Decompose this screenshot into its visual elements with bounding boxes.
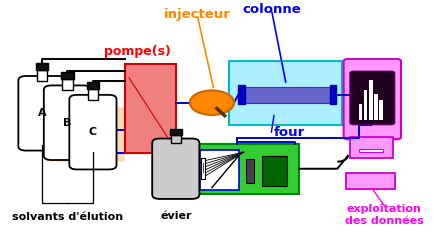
Text: solvants d'élution: solvants d'élution [12,212,123,222]
FancyBboxPatch shape [44,85,91,160]
Bar [87,82,99,88]
Text: B: B [63,118,72,128]
Bar [349,137,391,158]
Text: colonne: colonne [241,3,300,16]
Text: pompe(s): pompe(s) [104,45,171,59]
Text: A: A [37,108,46,118]
Text: four: four [273,126,304,139]
Bar [37,70,47,81]
Text: injecteur: injecteur [163,8,230,21]
Bar [228,61,341,125]
Bar [88,88,98,100]
Bar [241,87,330,103]
Bar [368,80,372,120]
Bar [246,159,253,183]
Bar [62,79,72,90]
Bar [378,100,382,120]
Bar [329,85,335,104]
Bar [194,144,298,194]
Bar [125,64,175,153]
FancyBboxPatch shape [349,71,394,125]
Text: évier: évier [160,211,191,221]
FancyBboxPatch shape [69,95,116,169]
Bar [200,150,238,190]
Bar [169,129,181,135]
Bar [238,85,244,104]
Bar [358,104,362,120]
FancyBboxPatch shape [46,107,125,162]
Bar [261,156,286,186]
Bar [61,72,73,79]
Circle shape [189,90,233,115]
Bar [363,90,367,120]
Bar [373,94,377,120]
FancyBboxPatch shape [343,59,400,139]
FancyBboxPatch shape [18,76,66,151]
Bar [358,149,382,152]
Text: C: C [89,127,97,137]
Bar [36,63,48,70]
Bar [345,173,394,189]
Bar [170,135,181,143]
Text: exploitation
des données: exploitation des données [344,204,422,226]
Bar [201,158,204,179]
FancyBboxPatch shape [152,139,199,199]
